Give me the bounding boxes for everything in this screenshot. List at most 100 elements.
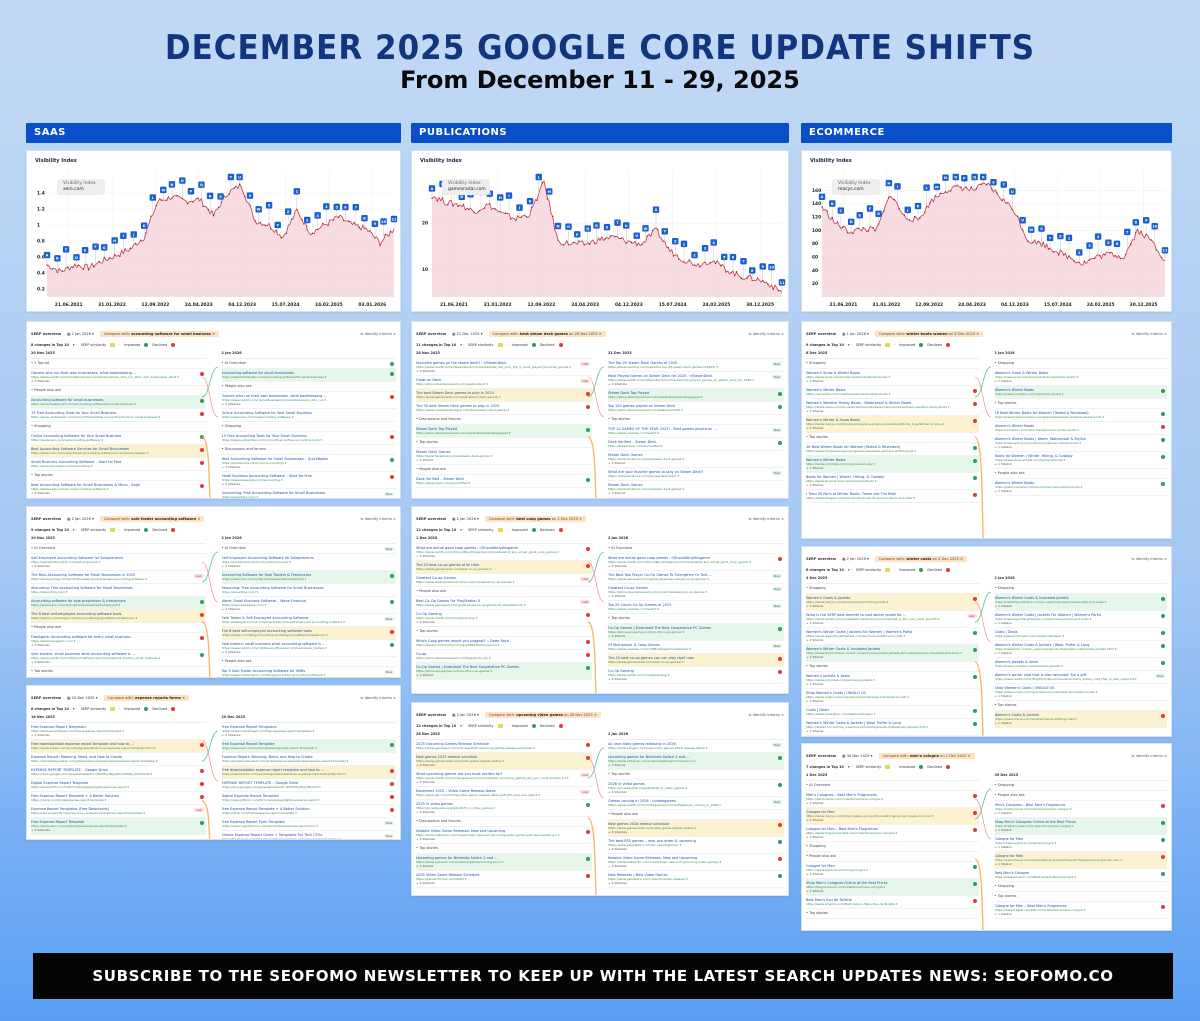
declined-filter[interactable]: Declined <box>927 343 943 347</box>
serp-result-row[interactable]: • Shopping <box>806 359 979 369</box>
result-title[interactable]: Cologne for Men <box>806 864 835 868</box>
result-title[interactable]: 15 Free Accounting Tools for Your Small … <box>221 434 307 438</box>
result-title[interactable]: Shop Men's Colognes Online at the Best P… <box>806 881 888 885</box>
serp-result-row[interactable]: Men's Colognes – Best Men's Fragrances h… <box>994 801 1167 818</box>
result-url[interactable]: https://steamdeckhq.com/news/the-top-25-… <box>608 365 718 369</box>
result-url[interactable]: https://www.reddit.com/r/videogames/comm… <box>416 776 569 780</box>
serp-result-row[interactable]: Steam Deck Games https://www.fanatical.c… <box>416 448 592 465</box>
serp-result-row[interactable]: • People also ask <box>608 810 784 820</box>
result-url[interactable]: https://www.uniqlo.com/us/en/women/outer… <box>806 695 909 699</box>
result-title[interactable]: Self-Employed Accounting Software for So… <box>31 556 124 560</box>
result-url[interactable]: https://www.pcmag.com/picks/the-best-sma… <box>31 577 147 581</box>
sitelinks-toggle[interactable]: + 1 Sitelink <box>994 379 1012 383</box>
result-title[interactable]: Accounting software for small businesses <box>31 398 104 402</box>
sitelinks-toggle[interactable]: + 1 Sitelink <box>806 835 824 839</box>
result-url[interactable]: https://www.reddit.com/r/UKPersonalFinan… <box>221 646 327 650</box>
date-picker[interactable]: ▦ 30 Dec 2025 ▾ <box>842 754 873 758</box>
serp-result-row[interactable]: Women's Winter Coats | Jackets For Women… <box>994 611 1167 628</box>
serp-result-row[interactable]: Shop Women's Coats | UNIQLO US https://w… <box>994 684 1167 701</box>
serp-result-row[interactable]: Women's Winter Coats | Jackets For Women… <box>806 628 979 645</box>
result-url[interactable]: https://www.adobe.com/acrobat/guides/wha… <box>31 746 156 750</box>
result-title[interactable]: • People also ask <box>608 812 639 816</box>
result-url[interactable]: https://www.jotform.com/form-templates/d… <box>31 785 129 789</box>
serp-result-row[interactable]: • Top stories <box>806 662 979 672</box>
result-title[interactable]: 2025 Video Game Release Schedule <box>416 873 480 877</box>
result-title[interactable]: All new video games releasing in 2026 <box>608 742 676 746</box>
result-url[interactable]: https://www.xero.com/us/small-businesses… <box>31 603 121 607</box>
serp-result-row[interactable]: The 25 best co-op games of all time http… <box>416 561 592 574</box>
sitelinks-toggle[interactable]: + 3 Sitelinks <box>31 660 50 664</box>
result-title[interactable]: Women's Winter Boots <box>994 388 1035 392</box>
serp-result-row[interactable]: • Top stories <box>416 438 592 448</box>
date-picker[interactable]: ▦ 1 Jan 2026 ▾ <box>842 332 869 336</box>
serp-result-row[interactable]: Accounting: Free Accounting Software for… <box>222 489 397 498</box>
serp-result-row[interactable]: • People also ask <box>806 852 979 862</box>
result-title[interactable]: Best Men's Cologne <box>994 871 1029 875</box>
serp-result-row[interactable]: • People also ask <box>994 791 1167 801</box>
result-title[interactable]: Best Accounting Software for Small Busin… <box>31 483 140 487</box>
result-title[interactable]: Online Accounting Software for Your Smal… <box>31 434 122 438</box>
sitelinks-toggle[interactable]: + 3 Sitelinks <box>31 379 50 383</box>
serp-result-row[interactable]: Boots for Women | Winter, Hiking, & Cowb… <box>994 452 1167 469</box>
result-url[interactable]: https://store.steampowered.com/curator/G… <box>608 590 707 594</box>
serp-result-row[interactable]: Women's Winter Boots https://us.kamik.co… <box>806 386 979 399</box>
serp-result-row[interactable]: • AI Overview <box>31 544 206 554</box>
result-title[interactable]: • Top stories <box>994 894 1017 898</box>
result-url[interactable]: https://www.gamesradar.com/best-co-op-ga… <box>608 660 684 664</box>
serp-result-row[interactable]: • People also ask <box>416 465 592 475</box>
serp-result-row[interactable]: What is the VERY best warmth to cost win… <box>806 611 979 628</box>
result-title[interactable]: Women's Winter Boots <box>994 424 1035 428</box>
result-url[interactable]: https://www.smartsheet.com/free-expense-… <box>221 729 315 733</box>
result-url[interactable]: https://www.freeagent.com/ ▾ <box>31 639 76 643</box>
serp-result-row[interactable]: • People also ask <box>416 587 592 597</box>
result-url[interactable]: https://www.fragranceoutlet.com/collecti… <box>806 831 897 835</box>
result-url[interactable]: https://steamdeck.com/en/verified ▾ <box>416 481 471 485</box>
result-url[interactable]: https://www.columbia.com/womens-jackets/… <box>806 678 875 682</box>
close-icon[interactable]: ✕ <box>598 332 602 336</box>
result-title[interactable]: Free Expense Report Form Template <box>221 820 285 824</box>
compare-chip[interactable]: Compare with: best steam deck games on 2… <box>488 331 606 337</box>
serp-result-row[interactable]: Accounting Software for Sole Traders & F… <box>221 571 396 584</box>
result-title[interactable]: Women's Winter Boots <box>994 481 1035 485</box>
identify-intents-button[interactable]: ⇆ Identify intents × <box>1131 557 1167 561</box>
result-url[interactable]: https://www.jotform.com/form-templates/d… <box>221 798 320 802</box>
result-title[interactable]: Boots for Women | Winter, Hiking, & Cowb… <box>994 454 1073 458</box>
serp-result-row[interactable]: Cologne for Men https://www.sephora.com/… <box>994 835 1167 852</box>
serp-result-row[interactable]: • Shopping <box>994 359 1167 369</box>
compare-chip[interactable]: Compare with: winter coats on 4 Dec 2025… <box>874 556 967 562</box>
result-title[interactable]: What upcoming games are you most excited… <box>416 772 503 776</box>
improved-filter[interactable]: Improved <box>899 568 916 572</box>
result-title[interactable]: Accounting Software for Sole Traders & F… <box>221 573 312 577</box>
serp-result-row[interactable]: Digital Expense Report Template https://… <box>31 779 206 792</box>
result-title[interactable]: Coats | Deals <box>806 708 830 712</box>
result-title[interactable]: • People also ask <box>416 589 447 593</box>
result-title[interactable]: • AI Overview <box>608 546 633 550</box>
serp-result-row[interactable]: What are actual good coop games : r/Shou… <box>416 544 592 561</box>
result-title[interactable]: Owners who run their own businesses, wha… <box>31 371 137 375</box>
serp-result-row[interactable]: Boots for Women | Winter, Hiking, & Cowb… <box>806 473 979 490</box>
result-url[interactable]: https://quickbooks.intuit.com/self-emplo… <box>221 560 291 564</box>
identify-intents-button[interactable]: ⇆ Identify intents × <box>1131 332 1167 336</box>
improved-filter[interactable]: Improved <box>124 707 141 711</box>
serp-result-row[interactable]: • Top stories <box>994 399 1167 409</box>
sitelinks-toggle[interactable]: + 3 Sitelinks <box>608 864 627 868</box>
result-title[interactable]: Self-Employed Accounting Software for So… <box>221 556 314 560</box>
result-title[interactable]: Notable Video Game Releases: New and Upc… <box>608 856 698 860</box>
compare-chip[interactable]: Compare with: expense reports forms ✕ <box>103 695 190 701</box>
result-title[interactable]: Great on Deck <box>416 378 442 382</box>
sitelinks-toggle[interactable]: + 1 Sitelink <box>416 864 434 868</box>
result-title[interactable]: Owners who run their own businesses, wha… <box>221 394 327 398</box>
sitelinks-toggle[interactable]: + 4 Sitelinks <box>416 763 435 767</box>
result-url[interactable]: https://www.gamesradar.com/best-co-op-ga… <box>416 567 492 571</box>
result-url[interactable]: https://www.uschamber.com/co/run/finance… <box>221 438 323 442</box>
serp-result-row[interactable]: Women's Winter Boots https://www.overlan… <box>994 479 1167 496</box>
result-url[interactable]: https://www.shoecarnival.com/womens/boot… <box>806 479 877 483</box>
result-title[interactable]: Cologne for Men – Best Men's Fragrances <box>994 904 1067 908</box>
result-title[interactable]: Which Coop games would you suggest? :: D… <box>416 639 514 643</box>
serp-result-row[interactable]: 16 Best Winter Boots for Women (Tested &… <box>806 443 979 456</box>
result-title[interactable]: Notable Video Game Releases: New and Upc… <box>416 829 506 833</box>
sitelinks-toggle[interactable]: + 4 Sitelinks <box>31 564 50 568</box>
sitelinks-toggle[interactable]: + 3 Sitelinks <box>221 650 241 654</box>
date-picker[interactable]: ▦ 2 Jan 2026 ▾ <box>842 557 869 561</box>
serp-result-row[interactable]: Co-Op Gaming https://www.reddit.com/r/Co… <box>608 667 784 684</box>
